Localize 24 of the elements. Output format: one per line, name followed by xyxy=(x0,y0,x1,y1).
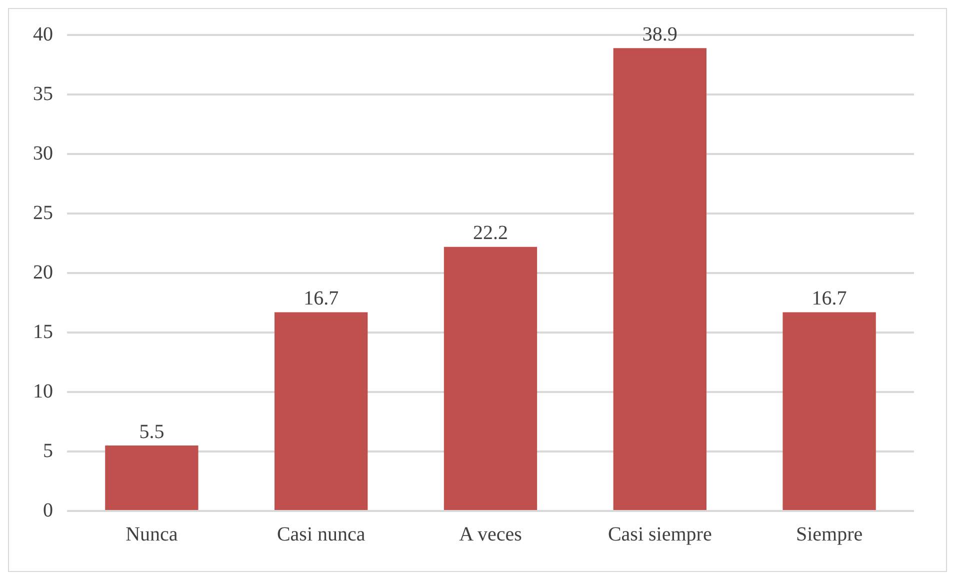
data-label: 16.7 xyxy=(812,288,847,310)
x-tick-label: Siempre xyxy=(796,523,863,546)
y-tick-label: 15 xyxy=(33,320,53,343)
bar xyxy=(274,312,368,510)
x-tick-label: A veces xyxy=(459,523,522,546)
x-tick-label: Casi nunca xyxy=(276,523,366,546)
y-tick-label: 5 xyxy=(43,440,53,462)
data-label: 5.5 xyxy=(139,420,164,443)
y-tick-label: 40 xyxy=(33,23,53,46)
data-label: 22.2 xyxy=(473,222,508,244)
y-tick-label: 10 xyxy=(33,380,53,402)
y-tick-label: 35 xyxy=(33,82,53,105)
bar xyxy=(444,246,538,510)
y-tick-label: 20 xyxy=(33,261,53,284)
x-tick-label: Casi siempre xyxy=(608,523,712,546)
y-tick-label: 25 xyxy=(33,202,53,224)
data-label: 16.7 xyxy=(304,288,339,310)
bar xyxy=(782,312,876,510)
data-label: 38.9 xyxy=(642,23,678,46)
y-tick-label: 0 xyxy=(43,499,53,522)
x-tick-label: Nunca xyxy=(126,523,178,546)
bar xyxy=(105,446,198,510)
y-tick-label: 30 xyxy=(33,142,53,164)
bar xyxy=(613,48,706,510)
